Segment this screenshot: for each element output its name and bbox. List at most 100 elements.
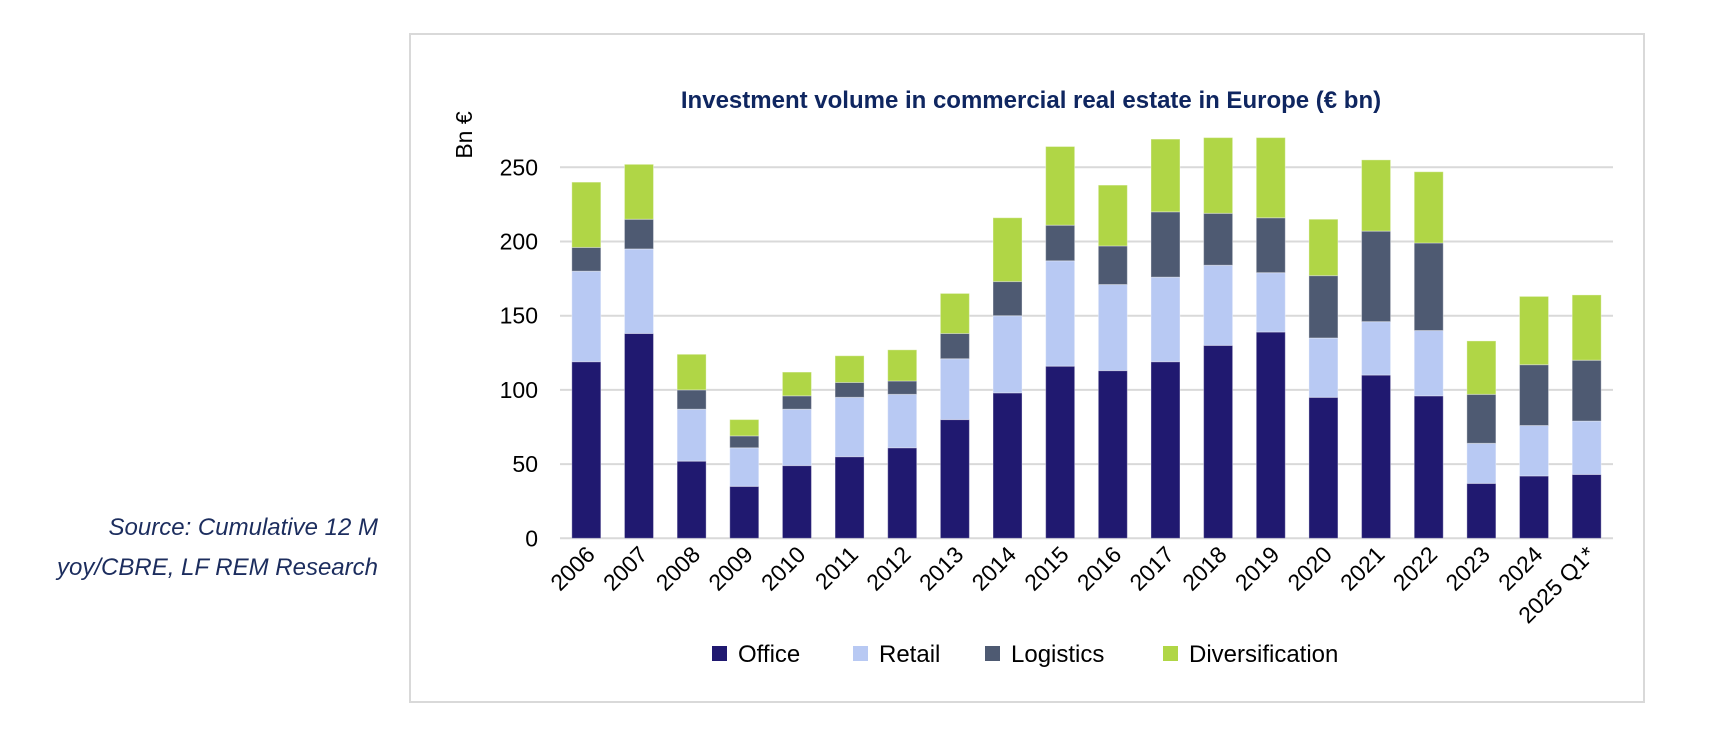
bar-segment-retail	[1045, 260, 1076, 367]
bar-segment-logistics	[1413, 242, 1444, 332]
bar-segment-office	[676, 460, 707, 539]
x-tick-label: 2007	[598, 541, 653, 596]
x-tick-label: 2023	[1440, 541, 1495, 596]
bar-segment-retail	[1519, 425, 1550, 477]
bar-segment-office	[729, 485, 760, 539]
bar-segment-logistics	[1466, 393, 1497, 444]
bar-segment-office	[1413, 395, 1444, 539]
bar-segment-office	[992, 392, 1023, 539]
bar-segment-retail	[1571, 420, 1602, 475]
bar-stack	[1519, 295, 1550, 539]
y-tick-label: 0	[525, 525, 538, 551]
bar-segment-retail	[1413, 330, 1444, 397]
x-tick-label: 2016	[1072, 541, 1127, 596]
bar-segment-logistics	[1150, 211, 1181, 278]
bar-segment-diversification	[1150, 138, 1181, 213]
bar-segment-office	[1255, 331, 1286, 539]
x-tick-label: 2022	[1388, 541, 1443, 596]
bar-segment-retail	[1361, 321, 1392, 376]
bar-stack	[1466, 340, 1497, 539]
bar-segment-diversification	[1519, 295, 1550, 366]
x-tick-label: 2017	[1124, 541, 1179, 596]
bar-stack	[1308, 218, 1339, 539]
bar-segment-office	[1361, 374, 1392, 539]
bar-segment-office	[1466, 482, 1497, 539]
bar-segment-retail	[781, 408, 812, 467]
x-tick-label: 2014	[966, 541, 1021, 596]
bar-segment-logistics	[623, 218, 654, 250]
bar-segment-diversification	[781, 371, 812, 397]
bar-stack	[1150, 138, 1181, 539]
bar-segment-diversification	[834, 355, 865, 383]
x-tick-label: 2020	[1282, 541, 1337, 596]
bar-segment-diversification	[571, 181, 602, 248]
bar-segment-logistics	[781, 395, 812, 410]
bar-segment-retail	[1203, 264, 1234, 346]
bar-segment-logistics	[1203, 212, 1234, 266]
x-tick-label: 2018	[1177, 541, 1232, 596]
bar-segment-office	[1571, 473, 1602, 539]
x-tick-label: 2012	[861, 541, 916, 596]
bar-segment-diversification	[1045, 146, 1076, 226]
legend: Office Retail Logistics Diversification	[712, 641, 1338, 668]
bar-stack	[1255, 137, 1286, 539]
bar-segment-retail	[887, 393, 918, 449]
x-tick-label: 2008	[651, 541, 706, 596]
bar-stack	[676, 353, 707, 539]
y-tick-label: 100	[500, 377, 538, 403]
bar-segment-retail	[571, 270, 602, 363]
bar-segment-office	[623, 333, 654, 539]
x-tick-label: 2013	[914, 541, 969, 596]
bar-segment-office	[1045, 365, 1076, 539]
bar-segment-diversification	[1571, 294, 1602, 361]
chart-title: Investment volume in commercial real est…	[681, 87, 1381, 114]
bar-segment-diversification	[1308, 218, 1339, 277]
bar-stack	[992, 217, 1023, 539]
bar-segment-diversification	[1361, 159, 1392, 232]
bar-segment-diversification	[939, 292, 970, 335]
bar-segment-logistics	[992, 281, 1023, 317]
x-tick-label: 2019	[1230, 541, 1285, 596]
bar-segment-office	[781, 465, 812, 539]
source-line-2: yoy/CBRE, LF REM Research	[57, 554, 378, 581]
y-axis-label: Bn €	[451, 111, 477, 159]
bar-stack	[781, 371, 812, 539]
bar-segment-diversification	[1097, 184, 1128, 247]
bar-segment-retail	[1308, 337, 1339, 398]
bar-segment-retail	[1255, 272, 1286, 333]
x-tick-label: 2015	[1019, 541, 1074, 596]
bar-segment-office	[1150, 361, 1181, 539]
gridlines	[560, 166, 1613, 540]
bar-segment-retail	[729, 447, 760, 487]
bar-segment-diversification	[623, 163, 654, 220]
bar-segment-logistics	[1045, 224, 1076, 262]
bar-segment-diversification	[887, 349, 918, 382]
bar-segment-office	[1203, 344, 1234, 539]
y-tick-label: 50	[512, 451, 538, 477]
bar-segment-retail	[1097, 284, 1128, 372]
y-tick-label: 250	[500, 154, 538, 180]
legend-item-retail: Retail	[853, 641, 940, 668]
bar-stack	[571, 181, 602, 539]
x-tick-label: 2011	[810, 541, 863, 594]
bar-segment-office	[1308, 396, 1339, 539]
bar-stack	[1571, 294, 1602, 539]
bar-segment-office	[834, 456, 865, 539]
legend-label: Retail	[879, 641, 940, 668]
bar-segment-logistics	[939, 333, 970, 360]
bar-stack	[939, 292, 970, 539]
legend-label: Diversification	[1189, 641, 1338, 668]
y-tick-label: 200	[500, 229, 538, 255]
bar-segment-retail	[676, 408, 707, 462]
bar-segment-logistics	[1255, 217, 1286, 274]
bar-segment-office	[571, 361, 602, 539]
bar-stack	[1413, 171, 1444, 539]
bar-segment-diversification	[1466, 340, 1497, 395]
bar-segment-logistics	[571, 246, 602, 272]
bar-stack	[834, 355, 865, 539]
source-line-1: Source: Cumulative 12 M	[108, 514, 378, 541]
legend-swatch	[712, 646, 727, 661]
bar-stack	[1203, 137, 1234, 539]
